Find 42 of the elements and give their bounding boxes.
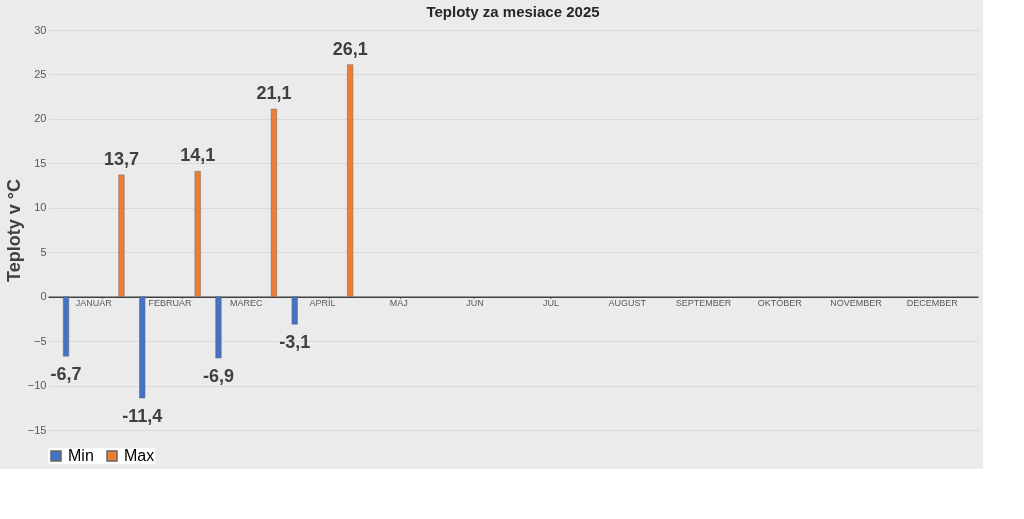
- x-tick-label: OKTÓBER: [757, 298, 803, 309]
- y-tick-label: 10: [34, 201, 47, 214]
- x-tick-label: JÚN: [466, 298, 484, 309]
- data-label: 13,7: [103, 148, 139, 169]
- y-tick-label: −5: [33, 334, 47, 347]
- x-tick-label: JANUÁR: [75, 298, 113, 309]
- x-tick-label: AUGUST: [608, 298, 647, 309]
- bar: [63, 296, 70, 357]
- y-axis-title: Teploty v °C: [3, 179, 24, 282]
- bar: [139, 296, 146, 399]
- x-tick-label: APRÍL: [309, 298, 336, 309]
- bar: [215, 296, 222, 359]
- data-label: 26,1: [332, 38, 368, 59]
- bar: [270, 108, 277, 297]
- legend-label: Min: [68, 447, 94, 464]
- chart-title: Teploty za mesiace 2025: [426, 3, 600, 20]
- y-tick-label: 20: [34, 112, 47, 125]
- y-tick-label: 30: [34, 23, 47, 36]
- y-tick-label: −10: [27, 379, 47, 392]
- bar: [291, 296, 298, 325]
- data-label: -6,7: [50, 364, 82, 385]
- y-tick-label: 5: [40, 245, 47, 258]
- x-tick-label: NOVEMBER: [830, 298, 883, 309]
- data-label: 14,1: [180, 145, 216, 166]
- bar: [347, 64, 354, 297]
- data-label: -3,1: [279, 332, 311, 353]
- bar: [194, 171, 201, 297]
- x-tick-label: MÁJ: [389, 298, 408, 309]
- y-tick-label: −15: [27, 423, 47, 436]
- data-label: -6,9: [202, 366, 234, 386]
- x-tick-label: DECEMBER: [906, 298, 959, 309]
- x-tick-label: MAREC: [229, 298, 263, 309]
- x-tick-label: SEPTEMBER: [675, 298, 732, 309]
- x-tick-label: FEBRUÁR: [148, 298, 192, 309]
- x-tick-label: JÚL: [543, 298, 560, 309]
- y-tick-label: 0: [40, 290, 47, 303]
- y-tick-label: 15: [34, 156, 47, 169]
- y-tick-label: 25: [34, 67, 47, 80]
- data-label: 21,1: [256, 83, 292, 104]
- bar: [118, 174, 125, 297]
- legend-label: Max: [124, 447, 155, 464]
- data-label: -11,4: [122, 406, 163, 426]
